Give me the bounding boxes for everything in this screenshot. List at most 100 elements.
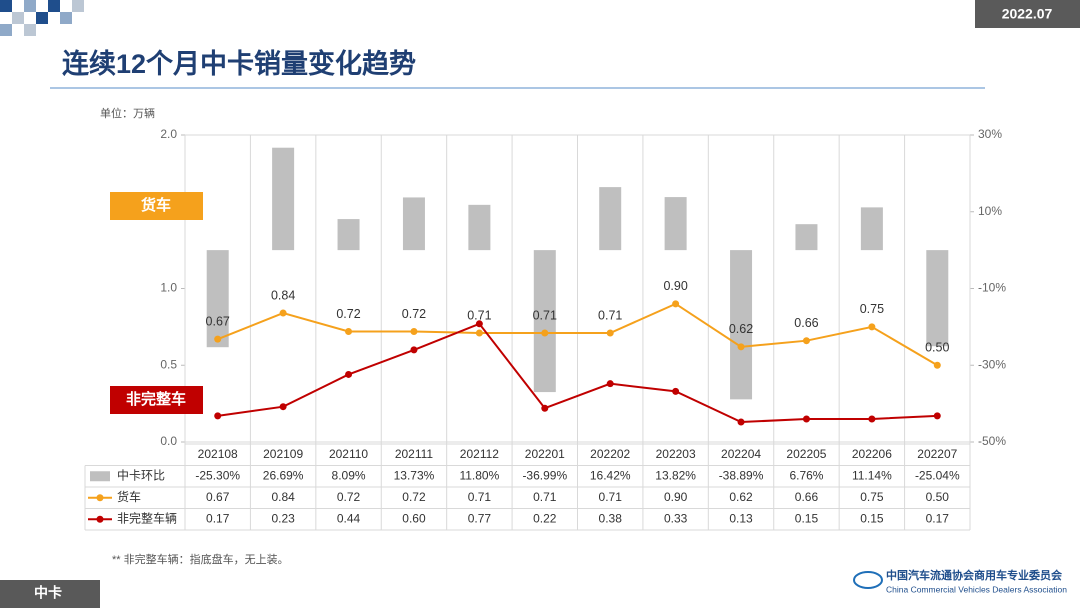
point bbox=[279, 403, 287, 411]
table-cell: -25.30% bbox=[195, 468, 240, 482]
y2-tick-label: -50% bbox=[978, 434, 1006, 448]
x-tick-label: 202108 bbox=[198, 447, 238, 461]
table-cell: 0.72 bbox=[402, 490, 426, 504]
legend-swatch bbox=[90, 471, 110, 482]
logo-icon bbox=[853, 571, 883, 589]
table-cell: 8.09% bbox=[332, 468, 366, 482]
x-tick-label: 202202 bbox=[590, 447, 630, 461]
table-cell: 0.67 bbox=[206, 490, 230, 504]
point bbox=[802, 337, 810, 345]
point bbox=[541, 404, 549, 412]
x-tick-label: 202203 bbox=[656, 447, 696, 461]
line bbox=[217, 322, 938, 424]
table-cell: 0.71 bbox=[468, 490, 492, 504]
point bbox=[475, 320, 483, 328]
table-cell: 0.84 bbox=[271, 490, 295, 504]
section: 中卡 bbox=[34, 585, 62, 601]
x-tick-label: 202201 bbox=[525, 447, 565, 461]
point bbox=[868, 323, 876, 331]
data-label: 0.71 bbox=[467, 308, 491, 322]
table-cell: 0.75 bbox=[860, 490, 884, 504]
table-cell: 0.17 bbox=[926, 511, 950, 525]
point bbox=[214, 412, 222, 420]
line bbox=[217, 302, 938, 367]
table-cell: 0.50 bbox=[926, 490, 950, 504]
table-cell: 0.71 bbox=[599, 490, 623, 504]
bar bbox=[468, 204, 491, 251]
point bbox=[345, 327, 353, 335]
table-cell: 0.90 bbox=[664, 490, 688, 504]
data-label: 0.72 bbox=[402, 307, 426, 321]
bar bbox=[795, 224, 818, 251]
section-box bbox=[0, 580, 100, 608]
x-tick-label: 202109 bbox=[263, 447, 303, 461]
data-label: 0.72 bbox=[336, 307, 360, 321]
checker-decoration bbox=[0, 0, 84, 36]
table-cell: 0.72 bbox=[337, 490, 361, 504]
table-cell: 0.33 bbox=[664, 511, 688, 525]
table-cell: 0.15 bbox=[860, 511, 884, 525]
table-cell: 11.14% bbox=[852, 468, 892, 482]
data-label: 0.90 bbox=[663, 279, 687, 293]
x-tick-label: 202205 bbox=[786, 447, 826, 461]
point bbox=[214, 335, 222, 343]
y-tick-label: 2.0 bbox=[160, 127, 177, 141]
bar bbox=[337, 219, 360, 251]
title: 连续12个月中卡销量变化趋势 bbox=[62, 48, 416, 79]
org: 中国汽车流通协会商用车专业委员会 bbox=[886, 568, 1063, 582]
table-cell: 0.23 bbox=[271, 511, 295, 525]
table-cell: 0.17 bbox=[206, 511, 230, 525]
data-label: 0.75 bbox=[860, 302, 884, 316]
point bbox=[606, 380, 614, 388]
y2-tick-label: 10% bbox=[978, 204, 1002, 218]
bar bbox=[533, 250, 556, 393]
bar bbox=[730, 250, 753, 400]
point bbox=[868, 415, 876, 423]
table-cell: 0.15 bbox=[795, 511, 819, 525]
point bbox=[802, 415, 810, 423]
point bbox=[541, 329, 549, 337]
date: 2022.07 bbox=[1002, 6, 1053, 22]
annotation-box bbox=[110, 386, 203, 414]
y-tick-label: 0.0 bbox=[160, 434, 177, 448]
table-cell: 13.73% bbox=[394, 468, 435, 482]
data-label: 0.71 bbox=[598, 308, 622, 322]
point bbox=[606, 329, 614, 337]
data-label: 0.84 bbox=[271, 288, 295, 302]
bar bbox=[926, 250, 949, 347]
x-tick-label: 202112 bbox=[460, 447, 499, 461]
bar bbox=[206, 250, 229, 348]
table-cell: -25.04% bbox=[915, 468, 960, 482]
bar bbox=[272, 147, 295, 251]
table-cell: 0.71 bbox=[533, 490, 557, 504]
data-label: 0.66 bbox=[794, 316, 818, 330]
y-tick-label: 0.5 bbox=[160, 357, 177, 371]
y-tick-label: 1.0 bbox=[160, 281, 177, 295]
table-cell: 0.13 bbox=[729, 511, 753, 525]
point bbox=[737, 418, 745, 426]
point bbox=[345, 370, 353, 378]
org-en: China Commercial Vehicles Dealers Associ… bbox=[886, 584, 1067, 594]
table-cell: 0.62 bbox=[729, 490, 753, 504]
data-label: 0.62 bbox=[729, 322, 753, 336]
annotation: 货车 bbox=[141, 196, 171, 214]
data-label: 0.50 bbox=[925, 341, 949, 355]
legend-label: 非完整车辆 bbox=[117, 510, 177, 525]
bar bbox=[402, 197, 425, 251]
table-cell: 6.76% bbox=[789, 468, 823, 482]
point bbox=[279, 309, 287, 317]
annotation-box bbox=[110, 192, 203, 220]
table-cell: 11.80% bbox=[459, 468, 499, 482]
y2-tick-label: -30% bbox=[978, 357, 1006, 371]
point bbox=[672, 300, 680, 308]
table-cell: 13.82% bbox=[655, 468, 696, 482]
unit: 单位：万辆 bbox=[100, 106, 155, 120]
bar bbox=[860, 207, 883, 251]
date-box bbox=[975, 0, 1080, 28]
x-tick-label: 202207 bbox=[917, 447, 957, 461]
table-cell: 0.60 bbox=[402, 511, 426, 525]
table-cell: -36.99% bbox=[522, 468, 567, 482]
point bbox=[475, 329, 483, 337]
x-tick-label: 202110 bbox=[329, 447, 368, 461]
